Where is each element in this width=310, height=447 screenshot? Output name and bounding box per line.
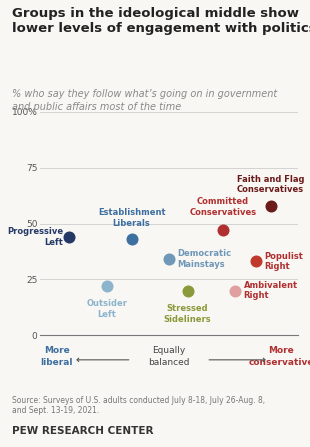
Point [129,236,134,243]
Text: Committed
Conservatives: Committed Conservatives [189,197,256,217]
Text: Establishment
Liberals: Establishment Liberals [98,208,166,228]
Point [67,233,72,240]
Text: More
conservative: More conservative [248,346,310,367]
Text: Ambivalent
Right: Ambivalent Right [244,281,298,300]
Point [185,287,190,294]
Text: Stressed
Sideliners: Stressed Sideliners [164,304,211,324]
Point [220,227,225,234]
Text: Source: Surveys of U.S. adults conducted July 8-18, July 26-Aug. 8,
and Sept. 13: Source: Surveys of U.S. adults conducted… [12,396,266,415]
Point [254,258,259,265]
Text: Democratic
Mainstays: Democratic Mainstays [177,249,231,269]
Text: Equally
balanced: Equally balanced [148,346,190,367]
Text: Groups in the ideological middle show
lower levels of engagement with politics: Groups in the ideological middle show lo… [12,7,310,35]
Point [166,256,171,263]
Text: More
liberal: More liberal [41,346,73,367]
Text: Faith and Flag
Conservatives: Faith and Flag Conservatives [237,175,304,194]
Text: % who say they follow what’s going on in government
and public affairs most of t: % who say they follow what’s going on in… [12,89,278,112]
Text: Populist
Right: Populist Right [264,252,303,271]
Point [233,287,238,294]
Point [268,202,273,209]
Text: Progressive
Left: Progressive Left [7,227,63,247]
Text: Outsider
Left: Outsider Left [86,299,127,319]
Text: PEW RESEARCH CENTER: PEW RESEARCH CENTER [12,426,154,436]
Point [104,283,109,290]
